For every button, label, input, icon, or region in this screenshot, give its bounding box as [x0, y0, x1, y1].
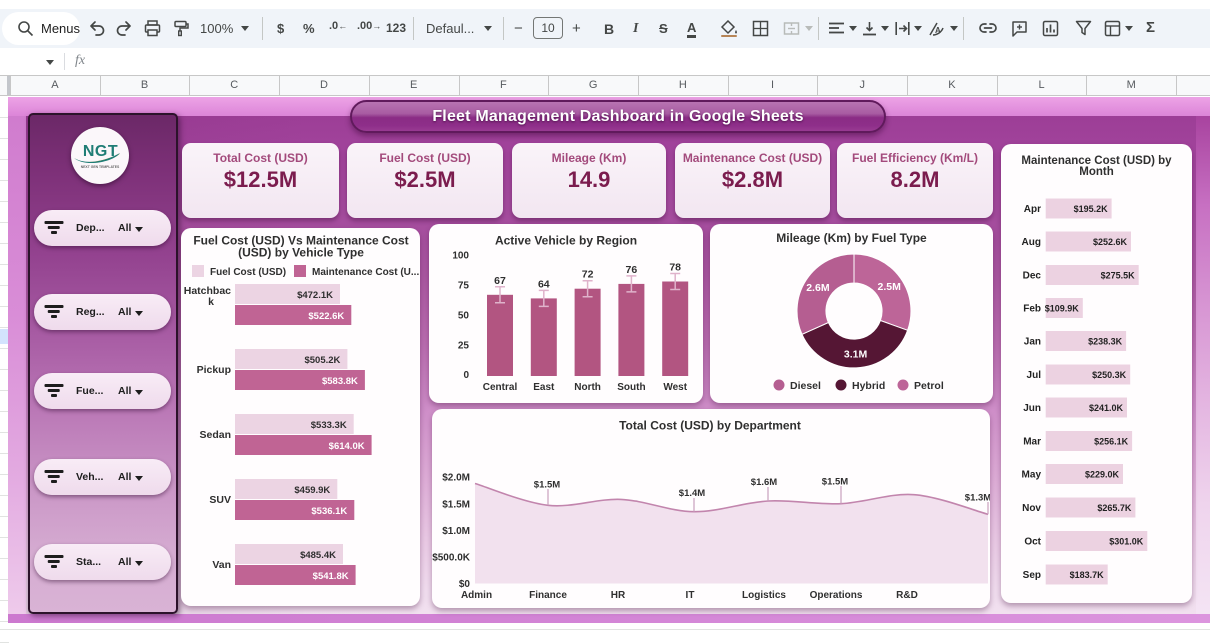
- svg-text:West: West: [663, 382, 687, 393]
- svg-text:(USD) by Vehicle Type: (USD) by Vehicle Type: [238, 246, 364, 260]
- svg-text:Dec: Dec: [1023, 271, 1042, 282]
- svg-text:67: 67: [494, 275, 506, 287]
- svg-text:$238.3K: $238.3K: [1088, 337, 1123, 347]
- svg-text:Maintenance Cost (U...: Maintenance Cost (U...: [312, 267, 419, 278]
- svg-text:Apr: Apr: [1024, 204, 1041, 215]
- svg-text:Maintenance Cost (USD) by: Maintenance Cost (USD) by: [1021, 155, 1172, 167]
- svg-text:Mar: Mar: [1023, 437, 1041, 448]
- svg-text:Sep: Sep: [1023, 570, 1041, 581]
- svg-text:25: 25: [458, 340, 470, 351]
- svg-text:$500.0K: $500.0K: [432, 553, 471, 564]
- svg-text:HR: HR: [611, 590, 626, 601]
- svg-text:Petrol: Petrol: [914, 380, 944, 392]
- svg-text:$109.9K: $109.9K: [1045, 304, 1080, 314]
- svg-text:3.1M: 3.1M: [844, 349, 868, 361]
- svg-text:50: 50: [458, 310, 470, 321]
- svg-text:R&D: R&D: [896, 590, 918, 601]
- svg-text:$2.0M: $2.0M: [442, 473, 470, 484]
- svg-text:$485.4K: $485.4K: [300, 550, 336, 561]
- svg-text:Jul: Jul: [1027, 370, 1042, 381]
- svg-text:Active Vehicle by Region: Active Vehicle by Region: [495, 234, 637, 248]
- svg-text:South: South: [617, 382, 645, 393]
- svg-text:$1.5M: $1.5M: [534, 480, 560, 491]
- svg-text:IT: IT: [686, 590, 695, 601]
- svg-text:$1.5M: $1.5M: [442, 500, 470, 511]
- svg-text:Jun: Jun: [1023, 403, 1041, 414]
- svg-text:$275.5K: $275.5K: [1101, 271, 1136, 281]
- svg-text:$250.3K: $250.3K: [1092, 370, 1127, 380]
- svg-text:Hatchbac: Hatchbac: [184, 285, 231, 297]
- svg-text:$1.6M: $1.6M: [751, 477, 777, 488]
- svg-text:$541.8K: $541.8K: [313, 571, 349, 582]
- svg-text:A: A: [935, 26, 941, 35]
- svg-text:Sedan: Sedan: [199, 429, 231, 441]
- svg-text:Finance: Finance: [529, 590, 567, 601]
- svg-text:k: k: [208, 296, 214, 308]
- svg-text:$301.0K: $301.0K: [1109, 537, 1144, 547]
- svg-text:Central: Central: [483, 382, 518, 393]
- svg-text:Hybrid: Hybrid: [852, 380, 885, 392]
- svg-text:Diesel: Diesel: [790, 380, 821, 392]
- svg-text:$583.8K: $583.8K: [322, 376, 358, 387]
- svg-text:$195.2K: $195.2K: [1074, 204, 1109, 214]
- svg-text:Pickup: Pickup: [197, 364, 231, 376]
- svg-text:Total Cost (USD) by Department: Total Cost (USD) by Department: [619, 419, 801, 433]
- svg-text:Aug: Aug: [1022, 237, 1041, 248]
- svg-text:2.5M: 2.5M: [878, 281, 902, 293]
- svg-text:$0: $0: [459, 579, 471, 590]
- svg-text:$241.0K: $241.0K: [1089, 403, 1124, 413]
- svg-text:Logistics: Logistics: [742, 590, 786, 601]
- svg-text:$1.4M: $1.4M: [679, 488, 705, 499]
- svg-text:$183.7K: $183.7K: [1070, 570, 1105, 580]
- svg-text:$1.5M: $1.5M: [822, 477, 848, 488]
- svg-text:78: 78: [669, 262, 681, 274]
- svg-text:Fuel Cost (USD) Vs Maintenance: Fuel Cost (USD) Vs Maintenance Cost: [193, 234, 408, 248]
- svg-text:Admin: Admin: [461, 590, 492, 601]
- svg-text:North: North: [574, 382, 601, 393]
- svg-text:Van: Van: [212, 559, 231, 571]
- svg-text:NGT: NGT: [83, 143, 118, 160]
- svg-text:75: 75: [458, 281, 470, 292]
- svg-text:Oct: Oct: [1024, 537, 1041, 548]
- svg-text:$505.2K: $505.2K: [304, 355, 340, 366]
- svg-text:SUV: SUV: [209, 494, 231, 506]
- svg-text:Operations: Operations: [810, 590, 863, 601]
- svg-text:$614.0K: $614.0K: [329, 441, 365, 452]
- svg-text:72: 72: [582, 269, 594, 281]
- svg-text:NEXT GEN TEMPLATES: NEXT GEN TEMPLATES: [81, 165, 120, 169]
- svg-text:Nov: Nov: [1022, 503, 1041, 514]
- svg-text:0: 0: [463, 370, 469, 381]
- svg-text:2.6M: 2.6M: [806, 282, 830, 294]
- svg-text:$459.9K: $459.9K: [294, 485, 330, 496]
- svg-text:Fuel Cost (USD): Fuel Cost (USD): [210, 267, 286, 278]
- svg-text:Month: Month: [1079, 166, 1113, 178]
- svg-text:$1.0M: $1.0M: [442, 526, 470, 537]
- svg-text:$533.3K: $533.3K: [311, 420, 347, 431]
- svg-text:$472.1K: $472.1K: [297, 290, 333, 301]
- svg-text:$229.0K: $229.0K: [1085, 470, 1120, 480]
- svg-text:East: East: [533, 382, 555, 393]
- svg-text:Feb: Feb: [1023, 304, 1041, 315]
- svg-text:$522.6K: $522.6K: [308, 311, 344, 322]
- svg-text:$256.1K: $256.1K: [1094, 437, 1129, 447]
- svg-text:May: May: [1022, 470, 1042, 481]
- svg-text:$1.3M: $1.3M: [965, 493, 990, 504]
- svg-text:Mileage (Km) by Fuel Type: Mileage (Km) by Fuel Type: [776, 231, 927, 245]
- svg-text:$265.7K: $265.7K: [1097, 503, 1132, 513]
- svg-text:Jan: Jan: [1024, 337, 1041, 348]
- svg-text:$252.6K: $252.6K: [1093, 237, 1128, 247]
- svg-text:100: 100: [452, 251, 469, 262]
- svg-text:$536.1K: $536.1K: [311, 506, 347, 517]
- svg-text:64: 64: [538, 278, 550, 290]
- svg-text:76: 76: [626, 264, 638, 276]
